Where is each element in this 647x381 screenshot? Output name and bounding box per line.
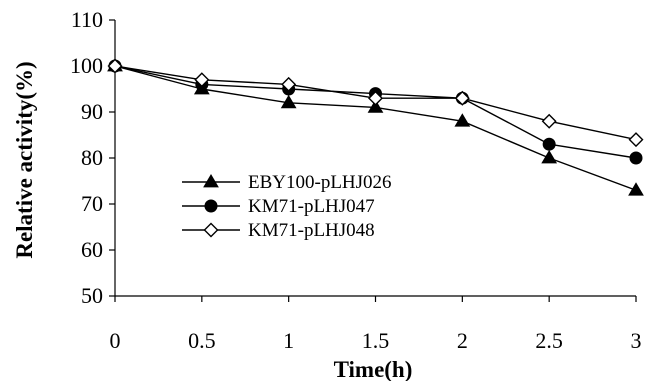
data-point [280, 94, 297, 109]
axes: 50 60 70 80 90 100 110 0 0.5 1 1.5 2 2.5 3 [70, 7, 642, 353]
data-point [541, 113, 557, 129]
y-tick-label: 70 [81, 191, 103, 216]
y-tick-label: 110 [71, 7, 103, 32]
y-tick-label: 50 [81, 283, 103, 308]
x-axis-title: Time(h) [334, 357, 413, 381]
x-tick-label: 1 [283, 328, 294, 353]
x-tick-label: 3 [631, 328, 642, 353]
x-tick-label: 2 [457, 328, 468, 353]
x-tick-label: 0 [110, 328, 121, 353]
y-tick-label: 60 [81, 237, 103, 262]
legend-label: KM71-pLHJ047 [248, 196, 375, 217]
series-3 [107, 58, 644, 148]
y-tick-label: 80 [81, 145, 103, 170]
legend-label: EBY100-pLHJ026 [248, 172, 392, 193]
data-point [542, 137, 556, 151]
y-axis-title: Relative activity(%) [12, 61, 37, 258]
y-tick-label: 100 [70, 53, 103, 78]
data-point [629, 151, 643, 165]
data-point [454, 113, 471, 127]
data-point [281, 76, 297, 92]
legend-label: KM71-pLHJ048 [248, 220, 375, 241]
legend-item: KM71-pLHJ048 [182, 220, 375, 241]
legend-marker [204, 199, 218, 213]
data-point [368, 90, 383, 106]
legend-item: KM71-pLHJ047 [182, 196, 375, 217]
data-point [628, 182, 644, 196]
data-point [194, 72, 210, 88]
x-tick-label: 2.5 [535, 328, 563, 353]
legend-item: EBY100-pLHJ026 [182, 172, 392, 193]
data-point [367, 99, 384, 113]
data-point [454, 90, 470, 106]
data-point [628, 132, 644, 148]
legend: EBY100-pLHJ026 KM71-pLHJ047 KM71-pLHJ048 [182, 172, 392, 241]
y-tick-label: 90 [81, 99, 103, 124]
data-point [107, 58, 123, 74]
x-tick-label: 0.5 [188, 328, 216, 353]
x-tick-label: 1.5 [362, 328, 390, 353]
data-point [541, 150, 558, 164]
series-group [107, 58, 644, 196]
legend-marker [203, 222, 219, 238]
legend-marker [203, 174, 219, 188]
